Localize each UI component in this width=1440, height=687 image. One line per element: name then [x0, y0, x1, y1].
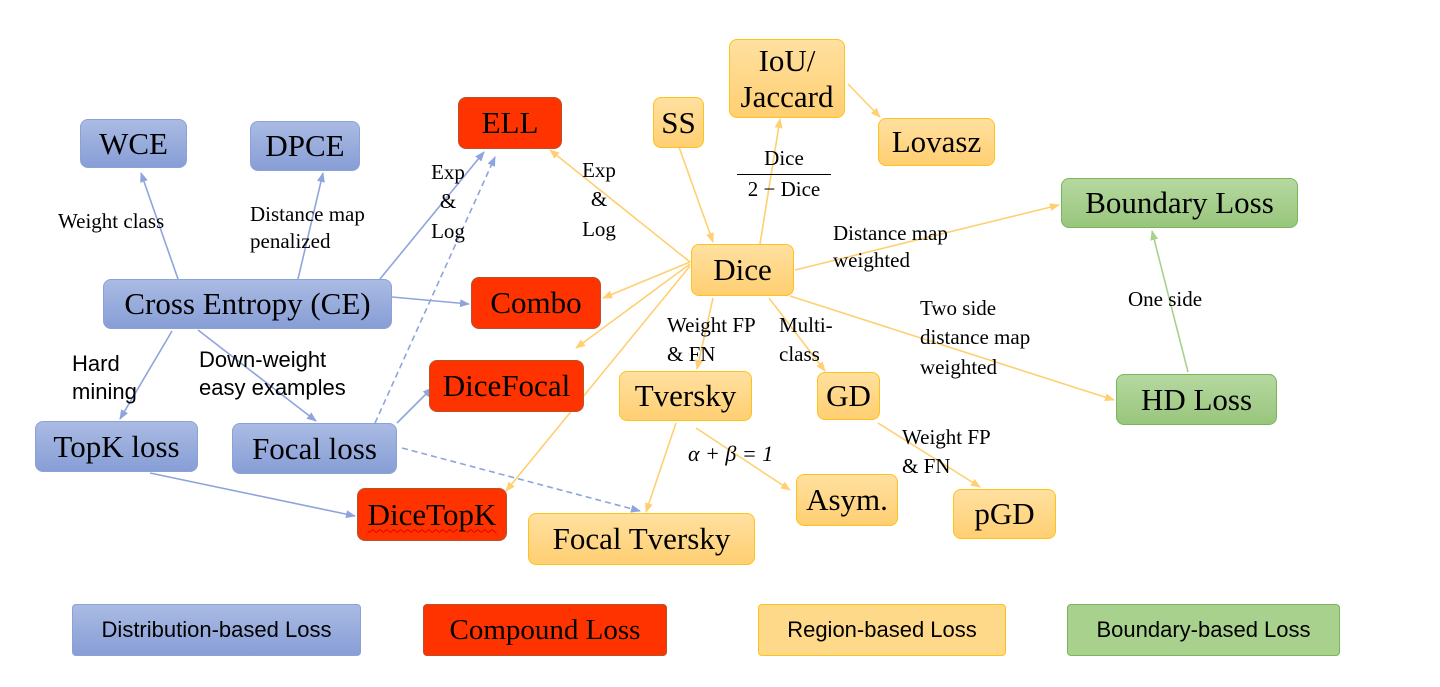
edge-ce-to-ell	[379, 151, 485, 280]
edge-ce-to-focal	[197, 329, 317, 422]
label-weight-fp-fn-gd: Weight FP & FN	[902, 425, 990, 479]
label-down-weight: Down-weight easy examples	[199, 347, 346, 401]
edge-ce-to-wce	[140, 172, 179, 280]
node-wce: WCE	[80, 119, 187, 168]
edge-dice-to-hd	[789, 295, 1115, 402]
node-tversky: Tversky	[619, 371, 752, 421]
label-weight-class: Weight class	[58, 209, 165, 233]
node-gd: GD	[817, 372, 880, 420]
node-ss: SS	[653, 97, 704, 148]
node-dpce: DPCE	[250, 121, 360, 171]
node-dice: Dice	[691, 244, 794, 296]
label-exp-log-ce: Exp & Log	[431, 160, 465, 243]
node-dicetopk: DiceTopK	[357, 488, 507, 541]
edge-ss-to-dice	[678, 146, 714, 243]
edge-focal-to-dicefocal	[396, 387, 433, 424]
node-dicetopk-label: DiceTopK	[367, 496, 497, 532]
label-distance-map-weighted: Distance map weighted	[833, 221, 948, 272]
node-iou-jaccard: IoU/ Jaccard	[729, 39, 845, 118]
node-combo: Combo	[471, 277, 601, 329]
label-multi-class: Multi-class	[779, 313, 833, 367]
fraction-bar	[737, 174, 831, 175]
node-hd-loss: HD Loss	[1116, 374, 1277, 425]
legend-compound: Compound Loss	[423, 604, 667, 656]
edge-tversky-to-asym	[695, 427, 791, 491]
node-focal-loss: Focal loss	[232, 423, 397, 474]
node-dicefocal: DiceFocal	[429, 360, 584, 412]
edge-dice-to-tversky	[695, 297, 714, 370]
edge-dice-to-ell	[549, 149, 691, 263]
edge-dice-to-dicetopk	[505, 265, 691, 492]
edge-hd-to-boundary	[1150, 230, 1189, 373]
edge-dice-to-combo	[602, 261, 691, 299]
edge-ce-to-topk	[119, 330, 173, 420]
label-exp-log-dice: Exp & Log	[582, 158, 616, 241]
edge-ce-to-dpce	[297, 172, 325, 280]
edge-dice-to-gd	[768, 297, 826, 372]
label-weight-fp-fn-tversky: Weight FP & FN	[667, 313, 755, 367]
edge-dice-to-boundary	[794, 203, 1060, 271]
edge-tversky-to-focal-tversky	[645, 422, 677, 513]
label-dice-fraction: Dice 2 − Dice	[737, 146, 831, 202]
label-distance-map-penalized: Distance map penalized	[250, 202, 365, 253]
node-cross-entropy: Cross Entropy (CE)	[103, 279, 392, 329]
label-dice-frac-denominator: 2 − Dice	[747, 177, 821, 201]
node-pgd: pGD	[953, 489, 1056, 539]
edge-focal-to-ell	[374, 156, 496, 424]
label-two-side: Two side distance map weighted	[920, 296, 1031, 379]
node-ell: ELL	[458, 97, 562, 149]
label-dice-frac-numerator: Dice	[764, 146, 804, 170]
node-boundary-loss: Boundary Loss	[1061, 178, 1298, 228]
label-hard-mining: Hard mining	[72, 351, 137, 405]
node-topk-loss: TopK loss	[35, 421, 198, 472]
node-focal-tversky: Focal Tversky	[528, 513, 755, 565]
edge-dice-to-iou	[759, 118, 783, 245]
edge-focal-to-focal-tversky	[401, 447, 641, 513]
edge-gd-to-pgd	[877, 422, 981, 488]
label-one-side: One side	[1128, 287, 1203, 311]
edge-topk-to-dicetopk	[149, 472, 356, 519]
edge-dice-to-dicefocal	[575, 263, 691, 349]
edge-iou-to-lovasz	[847, 83, 881, 118]
label-alpha-beta: α + β = 1	[688, 441, 774, 466]
legend-distribution: Distribution-based Loss	[72, 604, 361, 656]
node-asym: Asym.	[796, 474, 898, 526]
legend-region: Region-based Loss	[758, 604, 1006, 656]
node-lovasz: Lovasz	[878, 118, 995, 166]
legend-boundary: Boundary-based Loss	[1067, 604, 1340, 656]
